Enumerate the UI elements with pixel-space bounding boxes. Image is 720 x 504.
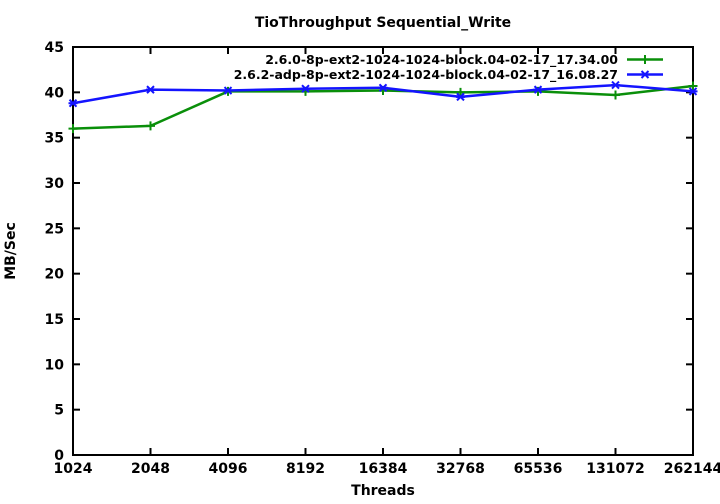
- x-tick-label: 65536: [514, 461, 563, 477]
- y-tick-label: 5: [54, 403, 64, 419]
- x-tick-label: 8192: [286, 461, 325, 477]
- data-point-marker: [611, 90, 620, 100]
- data-point-marker: [146, 121, 155, 131]
- y-tick-label: 10: [45, 357, 65, 373]
- data-point-marker: [301, 84, 310, 93]
- y-tick-label: 30: [45, 176, 65, 192]
- y-tick-label: 0: [54, 448, 64, 464]
- data-point-marker: [456, 92, 465, 102]
- data-point-marker: [688, 81, 698, 91]
- y-axis-label: MB/Sec: [3, 222, 19, 280]
- x-tick-label: 1024: [54, 461, 93, 477]
- x-tick-label: 2048: [131, 461, 170, 477]
- y-tick-label: 35: [45, 131, 64, 147]
- x-tick-label: 262144: [664, 461, 720, 477]
- data-point-marker: [68, 124, 78, 134]
- y-tick-label: 20: [45, 267, 65, 283]
- x-tick-label: 131072: [586, 461, 644, 477]
- chart-title: TioThroughput Sequential_Write: [255, 15, 511, 31]
- data-point-marker: [68, 99, 78, 108]
- legend-marker: [640, 55, 650, 64]
- legend-label: 2.6.2-adp-8p-ext2-1024-1024-block.04-02-…: [234, 67, 618, 83]
- data-point-marker: [533, 85, 543, 94]
- y-tick-label: 15: [45, 312, 64, 328]
- x-tick-label: 32768: [436, 461, 485, 477]
- y-tick-label: 25: [45, 221, 64, 237]
- y-tick-label: 45: [45, 40, 64, 56]
- x-tick-label: 4096: [209, 461, 248, 477]
- data-point-marker: [688, 87, 698, 96]
- plot-border: [72, 46, 694, 456]
- y-tick-label: 40: [45, 85, 65, 101]
- data-point-marker: [611, 80, 620, 90]
- x-axis-label: Threads: [351, 483, 415, 499]
- data-point-marker: [378, 83, 388, 93]
- legend-label: 2.6.0-8p-ext2-1024-1024-block.04-02-17_1…: [265, 52, 618, 68]
- plot-area: 1024 2048 4096 8192 16384 32768 65536 131072 262…: [45, 40, 720, 477]
- data-point-marker: [223, 86, 233, 95]
- legend-marker: [640, 70, 650, 79]
- data-point-marker: [146, 85, 155, 94]
- data-point-marker: [456, 87, 465, 97]
- x-tick-label: 16384: [359, 461, 408, 477]
